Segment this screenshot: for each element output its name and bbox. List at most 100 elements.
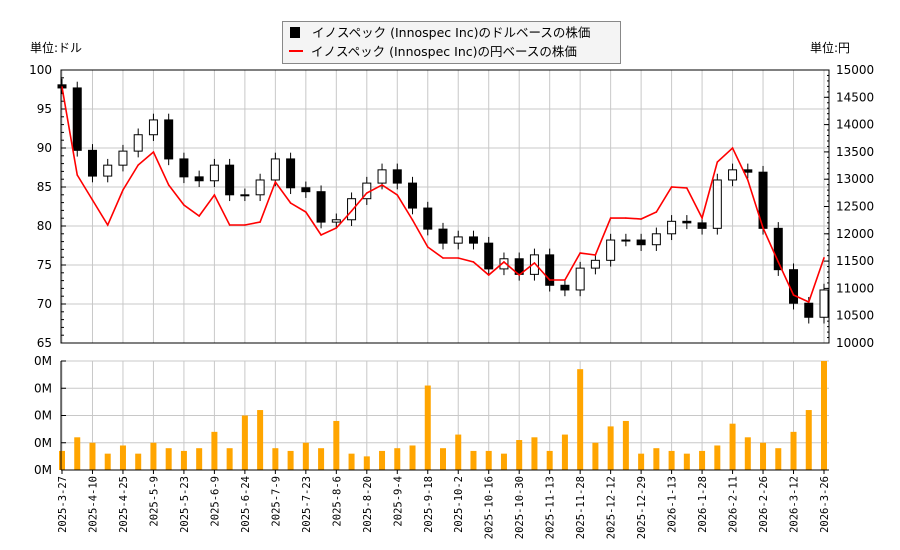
volume-bar xyxy=(729,423,736,470)
jpy-price-point xyxy=(594,254,597,256)
candle-body xyxy=(316,191,326,223)
x-tick-label: 2025-6-24 xyxy=(240,476,252,533)
candle-body xyxy=(408,182,418,209)
legend-label-jpy: イノスペック (Innospec Inc)の円ベースの株価 xyxy=(311,44,577,59)
jpy-price-point xyxy=(167,184,170,186)
volume-bar xyxy=(638,453,645,470)
left-unit-label: 単位:ドル xyxy=(30,41,83,55)
left-axis-label: 85 xyxy=(37,180,52,194)
candle-body xyxy=(377,169,387,184)
volume-bar xyxy=(516,440,523,470)
candle-body xyxy=(484,242,494,270)
volume-bar xyxy=(485,450,492,470)
volume-bar xyxy=(333,420,340,470)
x-tick-label: 2025-9-4 xyxy=(392,476,404,527)
volume-bar xyxy=(805,410,812,470)
jpy-price-point xyxy=(457,257,460,259)
candle-body xyxy=(87,149,97,177)
right-axis-label: 10500 xyxy=(836,309,874,323)
volume-bar xyxy=(653,448,660,470)
jpy-price-point xyxy=(198,215,200,217)
candle-body xyxy=(728,169,738,181)
candle-body xyxy=(225,164,235,196)
right-axis-label: 11000 xyxy=(836,281,874,295)
volume-bar xyxy=(561,434,568,470)
volume-bar xyxy=(440,448,446,470)
volume-bar xyxy=(180,450,187,470)
volume-axis-label: 0M xyxy=(34,354,52,368)
candle-body xyxy=(286,158,296,189)
x-tick-label: 2026-2-11 xyxy=(728,476,740,533)
candle-body xyxy=(301,187,311,193)
x-tick-label: 2025-10-30 xyxy=(514,476,526,539)
volume-bar xyxy=(257,410,264,470)
volume-bar xyxy=(135,453,142,470)
x-tick-label: 2025-11-28 xyxy=(575,476,587,539)
price-plot-frame xyxy=(60,69,830,344)
volume-bar xyxy=(714,445,721,470)
volume-bar xyxy=(287,450,294,470)
legend-label-usd: イノスペック (Innospec Inc)のドルベースの株価 xyxy=(312,25,591,40)
jpy-price-point xyxy=(259,221,261,223)
jpy-price-point xyxy=(411,219,414,221)
candle-body xyxy=(651,233,661,246)
jpy-price-point xyxy=(426,246,429,248)
jpy-price-point xyxy=(320,234,322,236)
volume-bar xyxy=(104,453,111,470)
volume-bar xyxy=(302,442,309,470)
x-tick-label: 2025-8-20 xyxy=(362,476,374,533)
candle-body xyxy=(347,198,357,221)
volume-bar xyxy=(89,442,96,470)
candle-body xyxy=(164,119,174,160)
volume-bar xyxy=(455,434,462,470)
jpy-price-point xyxy=(61,86,63,88)
jpy-price-point xyxy=(640,218,642,220)
jpy-price-point xyxy=(731,147,734,149)
candle-body xyxy=(789,269,799,304)
jpy-price-point xyxy=(366,192,368,194)
left-axis-label: 100 xyxy=(29,63,52,77)
legend-swatch-usd xyxy=(290,27,300,38)
left-axis-label: 95 xyxy=(37,102,52,116)
x-tick-label: 2025-7-23 xyxy=(301,476,313,533)
jpy-price-point xyxy=(244,224,246,226)
legend-swatch-jpy xyxy=(289,50,303,52)
x-tick-label: 2026-1-13 xyxy=(667,476,679,533)
right-axis-label: 14500 xyxy=(836,90,874,104)
x-tick-label: 2025-4-25 xyxy=(118,476,130,533)
jpy-price-point xyxy=(792,294,795,296)
x-tick-label: 2025-5-23 xyxy=(179,476,191,533)
volume-axis-label: 0M xyxy=(34,409,52,423)
volume-bar xyxy=(744,437,751,470)
jpy-price-point xyxy=(274,181,277,183)
jpy-price-point xyxy=(701,217,703,219)
candle-body xyxy=(560,284,570,291)
candle-body xyxy=(392,169,402,184)
jpy-price-point xyxy=(762,227,764,229)
legend-item-usd: イノスペック (Innospec Inc)のドルベースの株価 xyxy=(289,23,590,43)
candle-body xyxy=(179,158,189,178)
jpy-price-point xyxy=(548,279,551,281)
jpy-price-point xyxy=(106,224,109,226)
jpy-price-point xyxy=(503,261,505,263)
candle-body xyxy=(194,176,204,182)
candle-body xyxy=(773,227,783,271)
right-axis-label: 13500 xyxy=(836,145,874,159)
volume-bar xyxy=(165,448,172,470)
volume-bar xyxy=(577,369,584,470)
x-tick-label: 2025-7-9 xyxy=(270,476,282,527)
jpy-price-point xyxy=(564,279,566,281)
candle-body xyxy=(636,239,646,246)
left-axis-label: 65 xyxy=(37,336,52,350)
jpy-price-point xyxy=(625,217,627,219)
x-tick-label: 2025-12-12 xyxy=(606,476,618,539)
x-tick-label: 2026-3-12 xyxy=(789,476,801,533)
x-tick-label: 2025-10-2 xyxy=(453,476,465,533)
volume-bar xyxy=(531,437,538,470)
volume-axis-label: 0M xyxy=(34,463,52,477)
volume-axis-label: 0M xyxy=(34,381,52,395)
x-tick-label: 2025-3-27 xyxy=(57,476,69,533)
candle-body xyxy=(712,179,722,229)
jpy-price-point xyxy=(381,184,383,186)
